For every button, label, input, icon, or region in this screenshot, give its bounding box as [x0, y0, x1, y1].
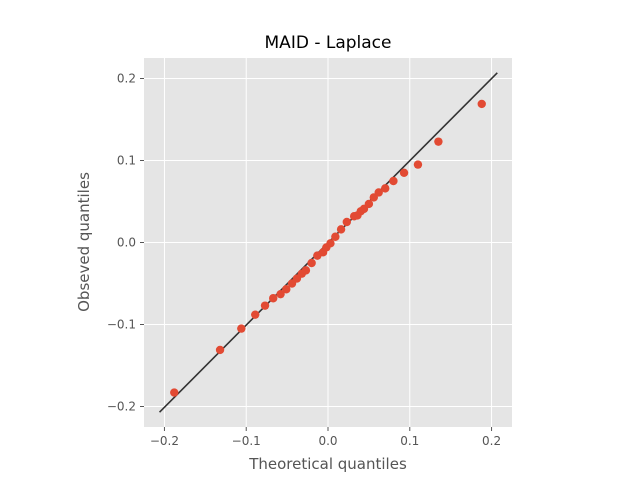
- data-point: [269, 294, 278, 303]
- axis-ticks: −0.2 −0.1 0.0 0.1 0.2 −0.2 −0.1 0.0 0.1 0.2: [107, 72, 501, 449]
- data-point: [326, 239, 335, 248]
- y-tick-label: −0.1: [107, 318, 136, 332]
- data-point: [251, 310, 260, 319]
- y-tick-label: −0.2: [107, 400, 136, 414]
- y-tick-label: 0.0: [117, 236, 136, 250]
- data-point: [434, 137, 443, 146]
- data-point: [307, 258, 316, 268]
- data-point: [260, 301, 270, 310]
- data-point: [215, 345, 225, 355]
- x-tick-label: 0.1: [400, 434, 419, 448]
- data-point: [301, 266, 311, 275]
- data-point: [364, 199, 374, 209]
- x-tick-label: −0.1: [232, 434, 261, 448]
- data-point: [389, 176, 398, 186]
- data-point: [336, 225, 346, 234]
- data-point: [276, 289, 285, 299]
- data-point: [413, 160, 423, 169]
- x-axis-label: Theoretical quantiles: [248, 455, 407, 473]
- data-points: [170, 99, 486, 397]
- y-tick-label: 0.2: [117, 72, 136, 86]
- data-point: [170, 388, 179, 397]
- data-point: [477, 99, 486, 109]
- data-point: [374, 188, 383, 197]
- x-tick-label: −0.2: [150, 434, 179, 448]
- chart-title: MAID - Laplace: [265, 33, 392, 53]
- data-point: [342, 217, 352, 227]
- data-point: [381, 184, 390, 193]
- x-tick-label: 0.2: [482, 434, 501, 448]
- data-point: [331, 232, 340, 241]
- x-tick-label: 0.0: [318, 434, 337, 448]
- y-tick-label: 0.1: [117, 154, 136, 168]
- data-point: [399, 168, 409, 177]
- y-axis-label: Obseved quantiles: [75, 172, 93, 312]
- data-point: [282, 285, 291, 294]
- data-point: [237, 324, 246, 333]
